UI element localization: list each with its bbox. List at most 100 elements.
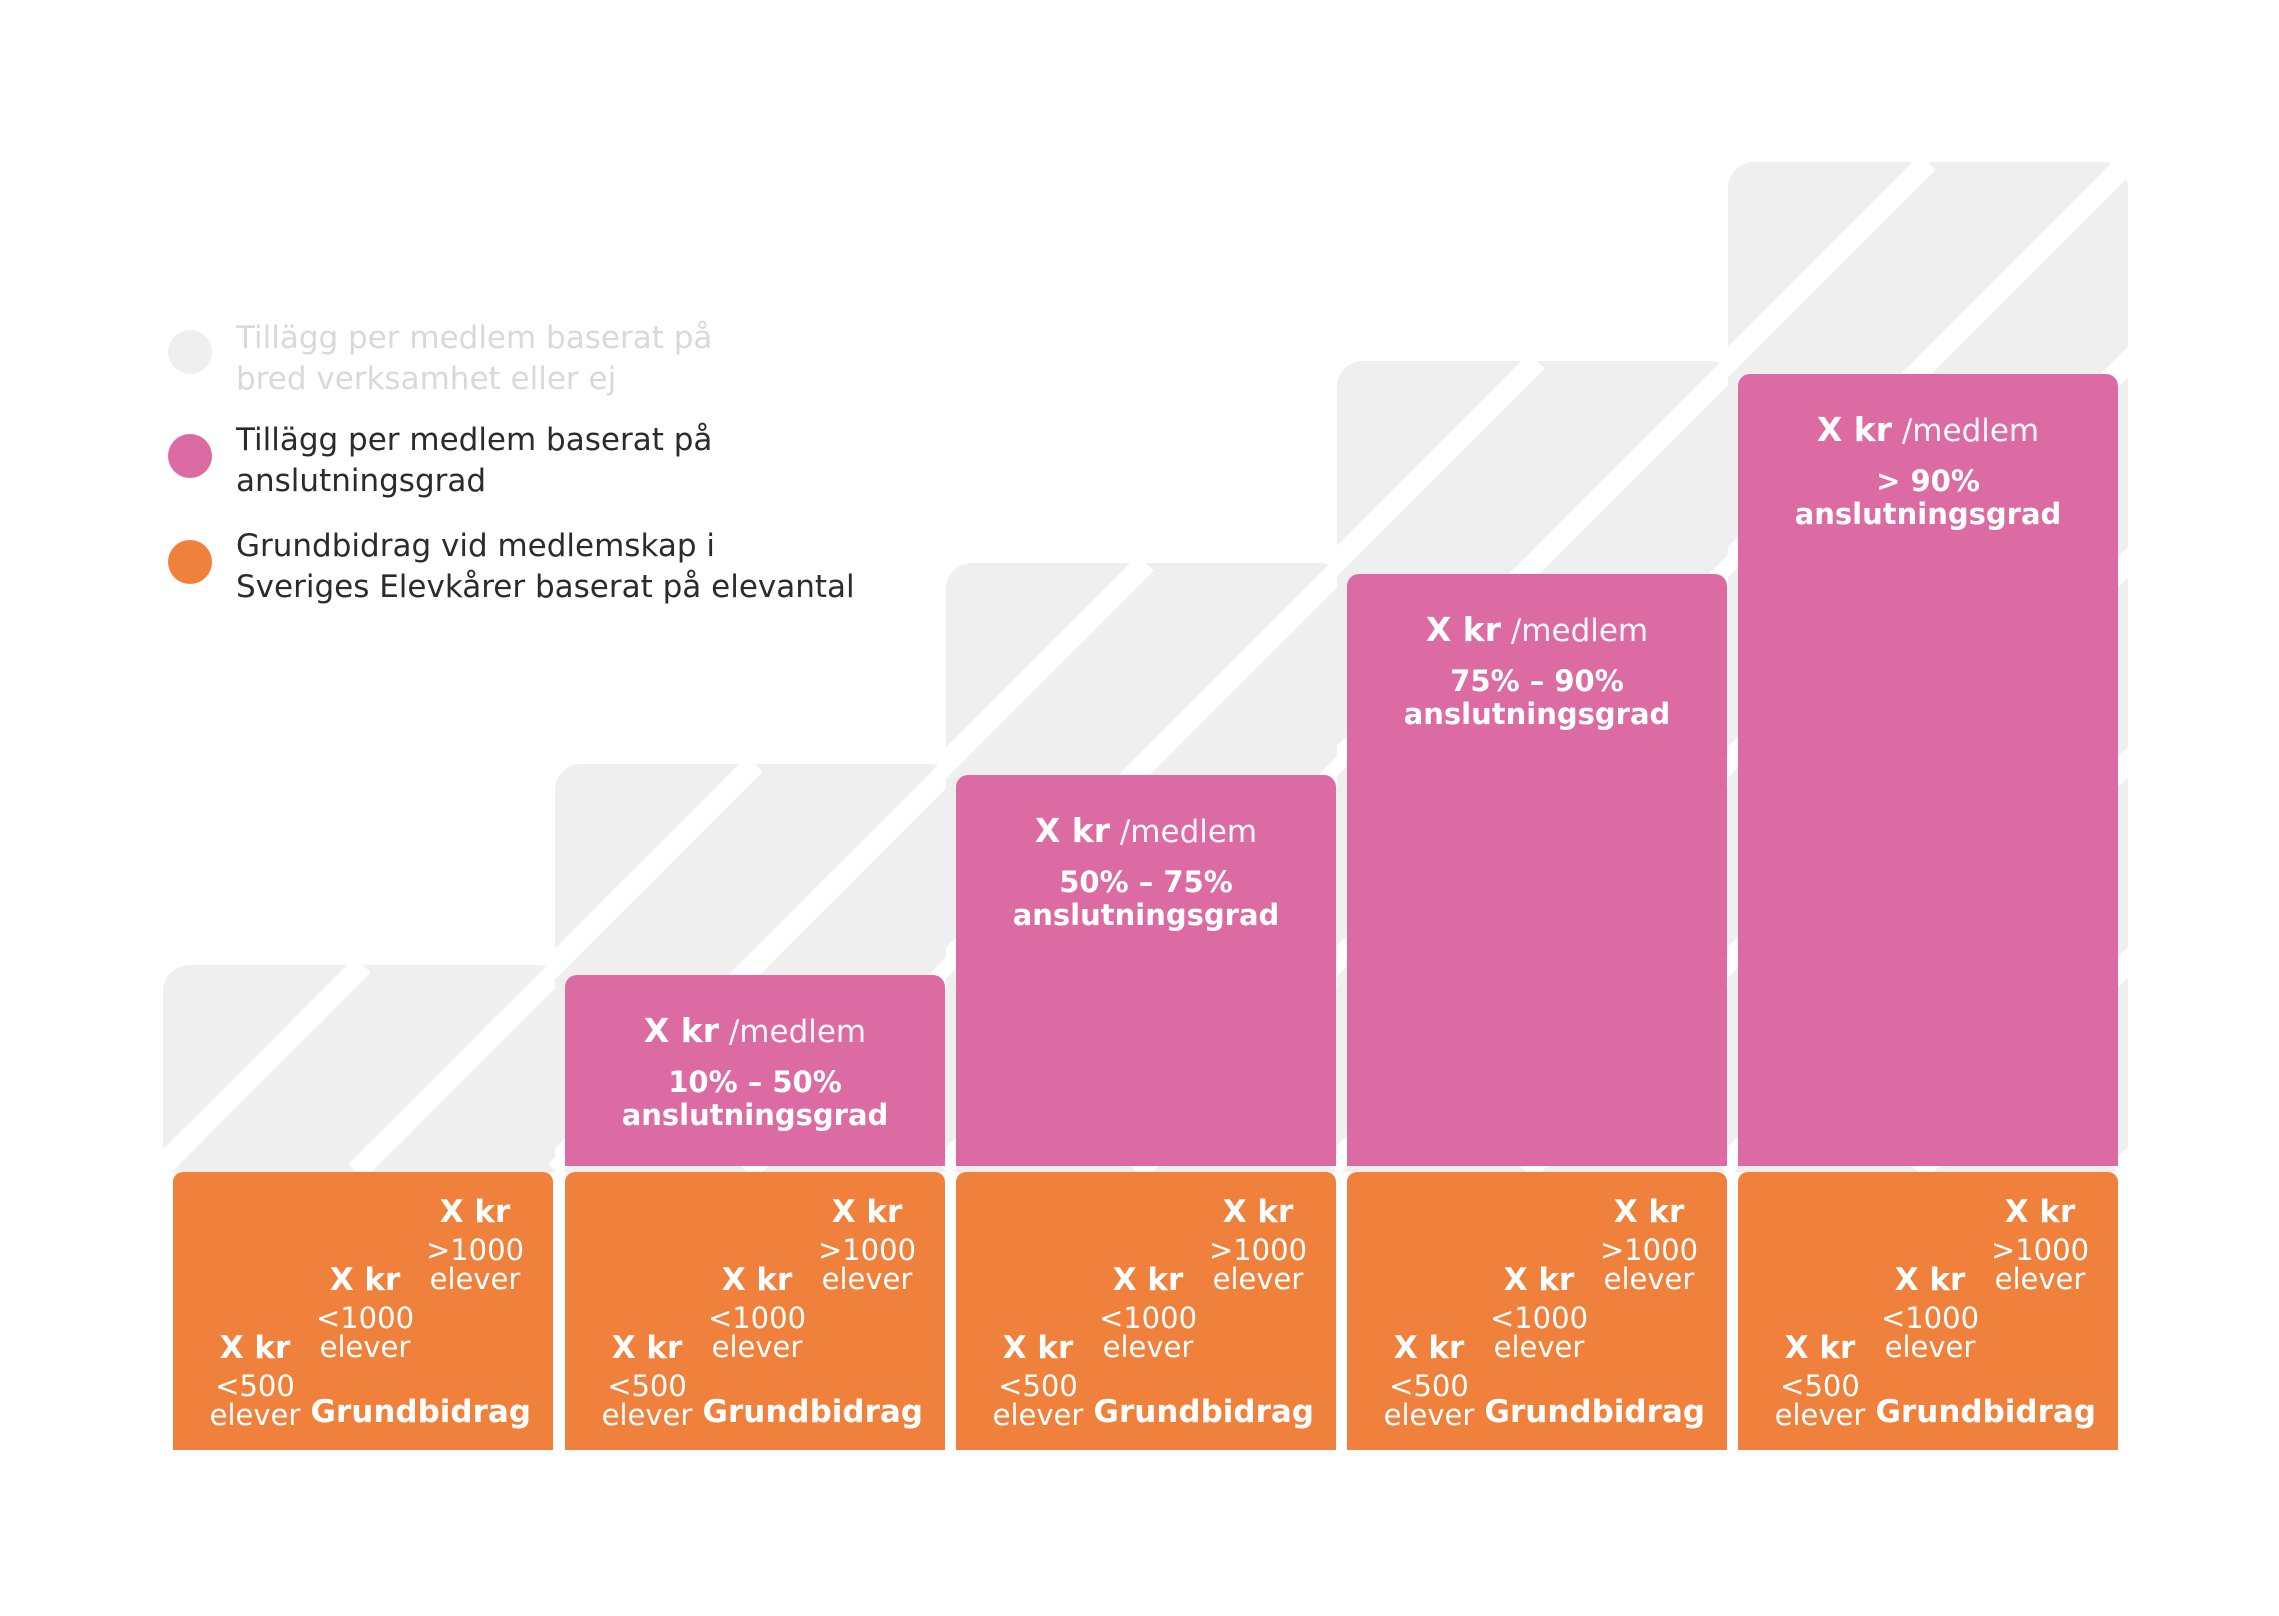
tier-condition: <1000 xyxy=(1880,1301,1980,1335)
grundbidrag-tier: X kr <500 elever xyxy=(1750,1330,1890,1430)
range-unit: anslutningsgrad xyxy=(1403,697,1671,731)
range-value: > 90% xyxy=(1876,464,1980,498)
tier-amount: X kr xyxy=(329,1262,401,1298)
legend-dot-orange xyxy=(168,540,212,584)
tier-amount: X kr xyxy=(1393,1330,1465,1366)
grundbidrag-tier: X kr <1000 elever xyxy=(295,1262,435,1362)
anslutningsgrad-range: 50% – 75% anslutningsgrad xyxy=(956,866,1336,932)
tier-amount: X kr xyxy=(721,1262,793,1298)
price-amount: X kr xyxy=(1034,811,1110,850)
tier-condition: <1000 xyxy=(315,1301,415,1335)
anslutningsgrad-range: 75% – 90% anslutningsgrad xyxy=(1347,665,1727,731)
price-unit: /medlem xyxy=(1501,613,1649,649)
stripe xyxy=(1728,162,1936,378)
price-amount: X kr xyxy=(1816,410,1892,449)
grundbidrag-tier: X kr <1000 elever xyxy=(1860,1262,2000,1362)
range-unit: anslutningsgrad xyxy=(1012,898,1280,932)
tier-amount: X kr xyxy=(1894,1262,1966,1298)
tier-unit: elever xyxy=(992,1398,1084,1432)
tier-condition: <500 xyxy=(215,1369,295,1403)
tier-amount: X kr xyxy=(611,1330,683,1366)
legend-grey-line2: bred verksamhet eller ej xyxy=(236,361,617,397)
tier-amount: X kr xyxy=(1613,1194,1685,1230)
grundbidrag-label: Grundbidrag xyxy=(1875,1394,2096,1430)
tier-condition: >1000 xyxy=(1599,1233,1699,1267)
legend-text-pink: Tillägg per medlem baserat på anslutning… xyxy=(236,420,876,502)
price-per-member: X kr /medlem xyxy=(565,1011,945,1052)
grundbidrag-tier: X kr >1000 elever xyxy=(405,1194,545,1294)
tier-condition: <1000 xyxy=(1098,1301,1198,1335)
stripe xyxy=(555,764,763,980)
anslutningsgrad-range: > 90% anslutningsgrad xyxy=(1738,465,2118,531)
tier-amount: X kr xyxy=(439,1194,511,1230)
tier-unit: elever xyxy=(1212,1262,1304,1296)
grundbidrag-box: X kr <500 elever X kr <1000 elever X kr >1000 el… xyxy=(565,1172,945,1450)
tier-condition: <500 xyxy=(1389,1369,1469,1403)
range-value: 75% – 90% xyxy=(1450,664,1624,698)
tier-condition: <500 xyxy=(998,1369,1078,1403)
grundbidrag-tier: X kr <500 elever xyxy=(968,1330,1108,1430)
legend-pink-line1: Tillägg per medlem baserat på xyxy=(236,422,713,458)
range-unit: anslutningsgrad xyxy=(621,1098,889,1132)
grundbidrag-tier: X kr >1000 elever xyxy=(1970,1194,2110,1294)
tier-amount: X kr xyxy=(831,1194,903,1230)
grundbidrag-tier: X kr <500 elever xyxy=(185,1330,325,1430)
legend-dot-grey xyxy=(168,330,212,374)
tier-unit: elever xyxy=(1884,1330,1976,1364)
tier-unit: elever xyxy=(601,1398,693,1432)
legend-dot-pink xyxy=(168,434,212,478)
legend-pink-line2: anslutningsgrad xyxy=(236,463,487,499)
grundbidrag-box: X kr <500 elever X kr <1000 elever X kr >1000 el… xyxy=(1738,1172,2118,1450)
grundbidrag-tier: X kr >1000 elever xyxy=(797,1194,937,1294)
range-value: 50% – 75% xyxy=(1059,865,1233,899)
grundbidrag-tier: X kr >1000 elever xyxy=(1579,1194,1719,1294)
price-per-member: X kr /medlem xyxy=(956,811,1336,852)
grundbidrag-tier: X kr <500 elever xyxy=(577,1330,717,1430)
price-unit: /medlem xyxy=(719,1014,867,1050)
grundbidrag-box: X kr <500 elever X kr <1000 elever X kr >1000 el… xyxy=(956,1172,1336,1450)
grundbidrag-tier: X kr <1000 elever xyxy=(687,1262,827,1362)
legend-orange-line2: Sveriges Elevkårer baserat på elevantal xyxy=(236,569,855,605)
tier-condition: <500 xyxy=(1780,1369,1860,1403)
tier-condition: <500 xyxy=(607,1369,687,1403)
diagonal-stripes xyxy=(163,965,563,1172)
grey-addon-column xyxy=(163,965,563,1172)
tier-amount: X kr xyxy=(1503,1262,1575,1298)
tier-amount: X kr xyxy=(2004,1194,2076,1230)
tier-condition: <1000 xyxy=(707,1301,807,1335)
tier-unit: elever xyxy=(209,1398,301,1432)
tier-condition: >1000 xyxy=(1990,1233,2090,1267)
tier-amount: X kr xyxy=(1002,1330,1074,1366)
tier-unit: elever xyxy=(1603,1262,1695,1296)
legend-orange-line1: Grundbidrag vid medlemskap i xyxy=(236,528,716,564)
tier-unit: elever xyxy=(1994,1262,2086,1296)
price-unit: /medlem xyxy=(1110,814,1258,850)
tier-unit: elever xyxy=(319,1330,411,1364)
grundbidrag-label: Grundbidrag xyxy=(702,1394,923,1430)
grundbidrag-tier: X kr <1000 elever xyxy=(1078,1262,1218,1362)
anslutningsgrad-box: X kr /medlem 50% – 75% anslutningsgrad xyxy=(956,775,1336,1166)
anslutningsgrad-box: X kr /medlem 75% – 90% anslutningsgrad xyxy=(1347,574,1727,1166)
tier-condition: >1000 xyxy=(817,1233,917,1267)
tier-amount: X kr xyxy=(1112,1262,1184,1298)
tier-condition: >1000 xyxy=(1208,1233,1308,1267)
tier-unit: elever xyxy=(1383,1398,1475,1432)
tier-unit: elever xyxy=(1102,1330,1194,1364)
tier-unit: elever xyxy=(821,1262,913,1296)
tier-amount: X kr xyxy=(1784,1330,1856,1366)
stripe xyxy=(1337,361,1737,777)
price-amount: X kr xyxy=(1425,610,1501,649)
tier-unit: elever xyxy=(711,1330,803,1364)
grundbidrag-label: Grundbidrag xyxy=(1093,1394,1314,1430)
legend-grey-line1: Tillägg per medlem baserat på xyxy=(236,320,713,356)
grundbidrag-label: Grundbidrag xyxy=(1484,1394,1705,1430)
price-per-member: X kr /medlem xyxy=(1738,410,2118,451)
stripe xyxy=(348,965,563,1172)
legend-text-grey: Tillägg per medlem baserat på bred verks… xyxy=(236,318,876,400)
grundbidrag-tier: X kr >1000 elever xyxy=(1188,1194,1328,1294)
stripe xyxy=(2110,1146,2128,1172)
tier-amount: X kr xyxy=(219,1330,291,1366)
tier-unit: elever xyxy=(429,1262,521,1296)
stripe xyxy=(1728,162,2128,578)
grundbidrag-box: X kr <500 elever X kr <1000 elever X kr >1000 el… xyxy=(173,1172,553,1450)
